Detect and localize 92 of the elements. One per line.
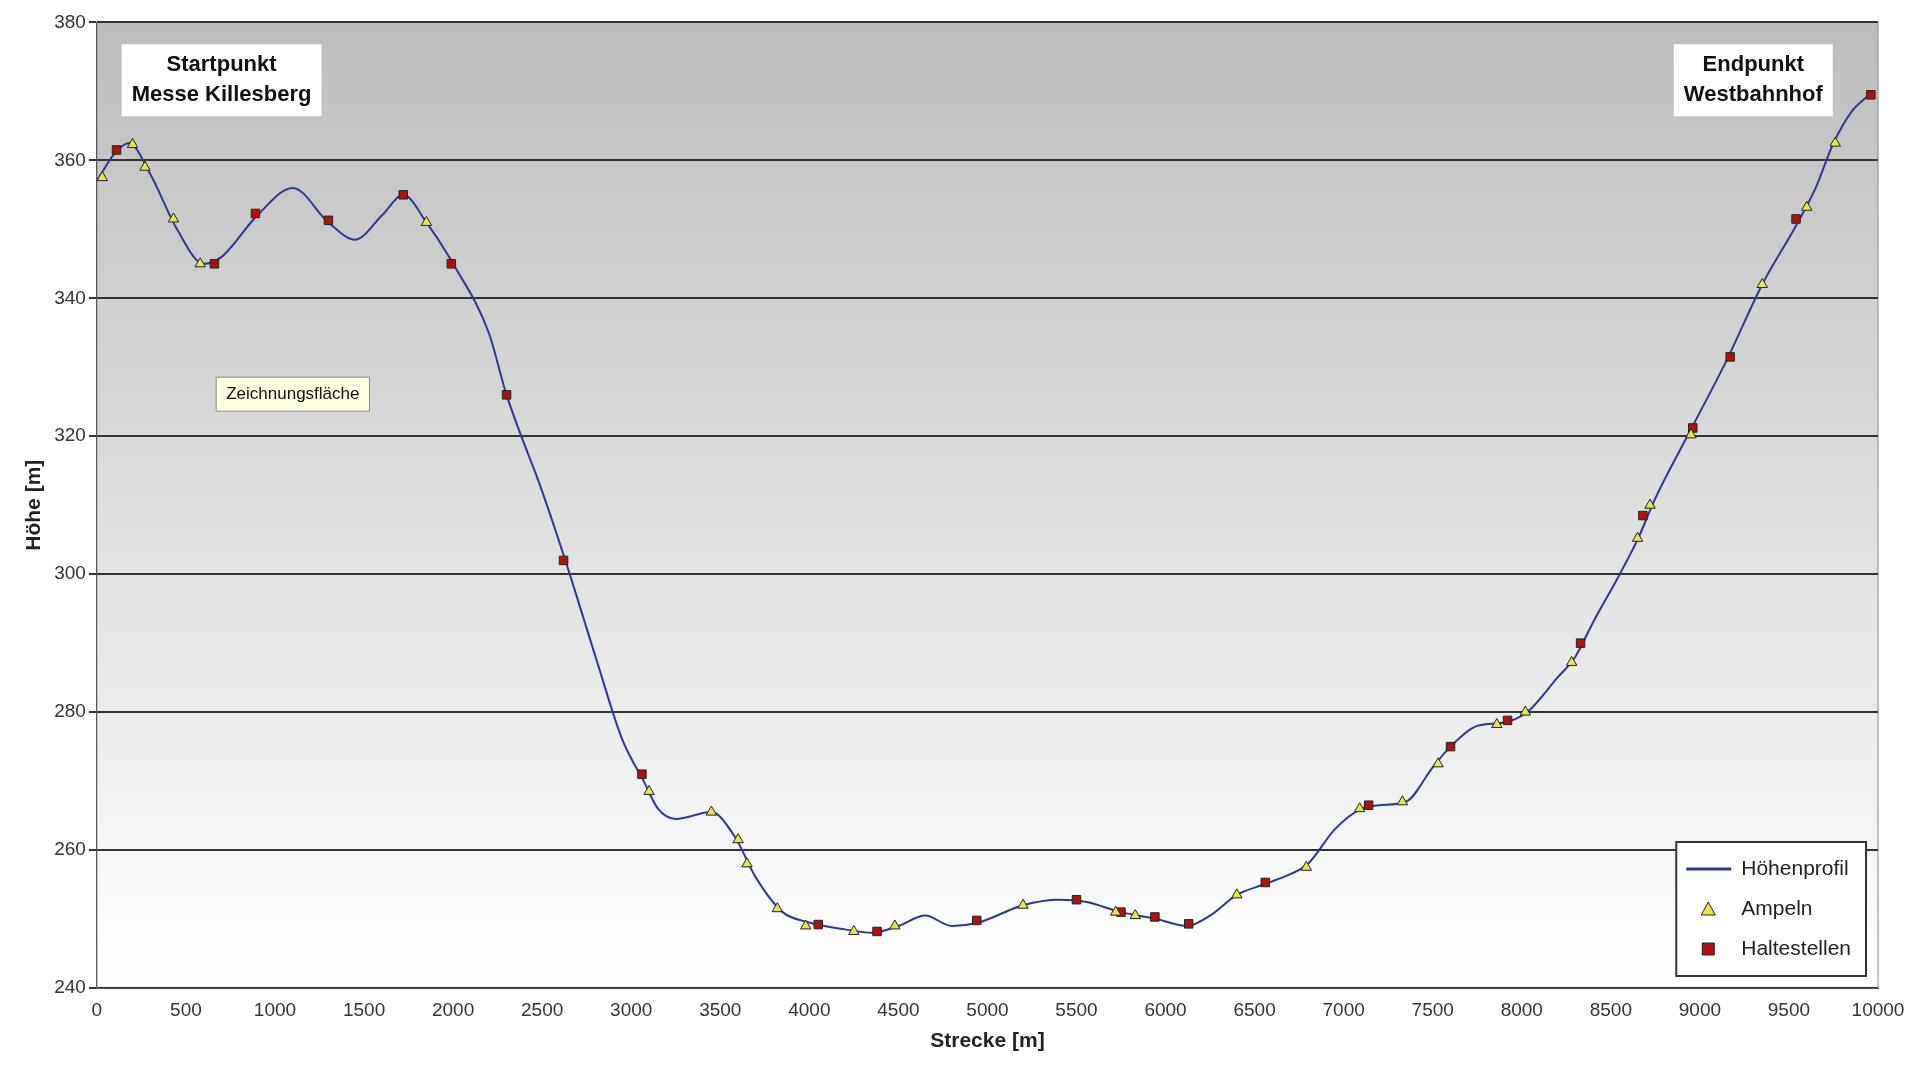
point bbox=[705, 805, 718, 816]
point bbox=[848, 924, 860, 935]
point bbox=[1631, 531, 1644, 542]
y-tick-label: 320 bbox=[54, 424, 86, 446]
point bbox=[167, 212, 180, 223]
annotation: Endpunkt Westbahnhof bbox=[1683, 51, 1824, 107]
point bbox=[1801, 200, 1813, 211]
point bbox=[732, 833, 744, 844]
annotation: Zeichnungsfläche bbox=[226, 383, 360, 403]
x-tick-label: 6000 bbox=[1144, 998, 1187, 1020]
x-tick-label: 500 bbox=[170, 998, 202, 1020]
point bbox=[501, 390, 512, 400]
point bbox=[1725, 352, 1735, 362]
point bbox=[1565, 655, 1578, 666]
point bbox=[741, 857, 753, 868]
point bbox=[1017, 898, 1029, 909]
point bbox=[1445, 741, 1456, 752]
point bbox=[1829, 136, 1841, 147]
x-tick-label: 7000 bbox=[1322, 998, 1365, 1020]
y-tick-label: 360 bbox=[54, 148, 86, 170]
point bbox=[1071, 894, 1082, 905]
x-tick-label: 1500 bbox=[342, 998, 386, 1020]
point bbox=[1109, 905, 1122, 916]
point bbox=[398, 190, 408, 200]
point bbox=[1432, 757, 1444, 768]
point bbox=[1300, 860, 1312, 871]
point bbox=[96, 171, 108, 182]
y-tick-label: 240 bbox=[54, 976, 86, 998]
point bbox=[194, 257, 206, 268]
point bbox=[1791, 214, 1801, 224]
point bbox=[1491, 718, 1503, 729]
point bbox=[1575, 638, 1586, 648]
point bbox=[1354, 802, 1366, 813]
point bbox=[771, 902, 783, 913]
point bbox=[420, 215, 433, 226]
point bbox=[1519, 705, 1532, 716]
x-tick-label: 2500 bbox=[521, 998, 564, 1020]
y-tick-label: 280 bbox=[54, 700, 86, 722]
point bbox=[1396, 795, 1409, 806]
x-tick-label: 4000 bbox=[788, 998, 831, 1020]
point bbox=[1638, 510, 1648, 521]
y-axis-title: Höhe [m] bbox=[21, 459, 45, 551]
point bbox=[111, 145, 122, 155]
y-tick-label: 260 bbox=[54, 838, 86, 860]
point bbox=[126, 137, 139, 148]
x-tick-label: 5500 bbox=[1055, 998, 1098, 1020]
x-tick-label: 8500 bbox=[1589, 998, 1632, 1020]
x-tick-label: 10000 bbox=[1851, 998, 1905, 1020]
x-tick-label: 9500 bbox=[1767, 998, 1811, 1020]
point bbox=[1363, 800, 1374, 810]
x-tick-label: 7500 bbox=[1411, 998, 1454, 1020]
point bbox=[643, 784, 655, 795]
point bbox=[209, 259, 220, 269]
point bbox=[1150, 912, 1160, 922]
x-tick-label: 2000 bbox=[431, 998, 475, 1020]
x-tick-label: 0 bbox=[91, 998, 103, 1020]
x-tick-label: 8000 bbox=[1500, 998, 1543, 1020]
legend-label: Ampeln bbox=[1741, 895, 1813, 919]
x-axis-title: Strecke [m] bbox=[930, 1028, 1045, 1052]
point bbox=[637, 769, 647, 779]
point bbox=[139, 160, 151, 171]
point bbox=[813, 919, 823, 930]
x-tick-label: 5000 bbox=[966, 998, 1009, 1020]
point bbox=[1866, 90, 1876, 100]
point bbox=[250, 208, 261, 219]
point bbox=[1183, 919, 1194, 929]
x-tick-label: 6500 bbox=[1233, 998, 1276, 1020]
point bbox=[323, 215, 334, 226]
annotation: Startpunkt Messe Killesberg bbox=[131, 51, 312, 107]
y-tick-label: 380 bbox=[54, 10, 86, 32]
point bbox=[800, 919, 812, 930]
point bbox=[872, 926, 882, 937]
x-tick-label: 9000 bbox=[1678, 998, 1722, 1020]
point bbox=[1231, 888, 1243, 899]
point bbox=[1756, 277, 1768, 288]
point bbox=[446, 259, 457, 269]
point bbox=[558, 555, 569, 566]
legend-label: Höhenprofil bbox=[1741, 855, 1849, 879]
point bbox=[1644, 498, 1656, 509]
point bbox=[1685, 428, 1697, 439]
x-tick-label: 1000 bbox=[253, 998, 297, 1020]
point bbox=[1129, 909, 1141, 920]
point bbox=[889, 919, 901, 930]
y-tick-label: 340 bbox=[54, 286, 86, 308]
point bbox=[972, 915, 982, 926]
legend-label: Haltestellen bbox=[1741, 935, 1852, 959]
y-tick-label: 300 bbox=[54, 562, 86, 584]
point bbox=[1502, 715, 1513, 726]
x-tick-label: 4500 bbox=[877, 998, 920, 1020]
point bbox=[1260, 877, 1271, 888]
x-tick-label: 3000 bbox=[610, 998, 653, 1020]
x-tick-label: 3500 bbox=[699, 998, 742, 1020]
